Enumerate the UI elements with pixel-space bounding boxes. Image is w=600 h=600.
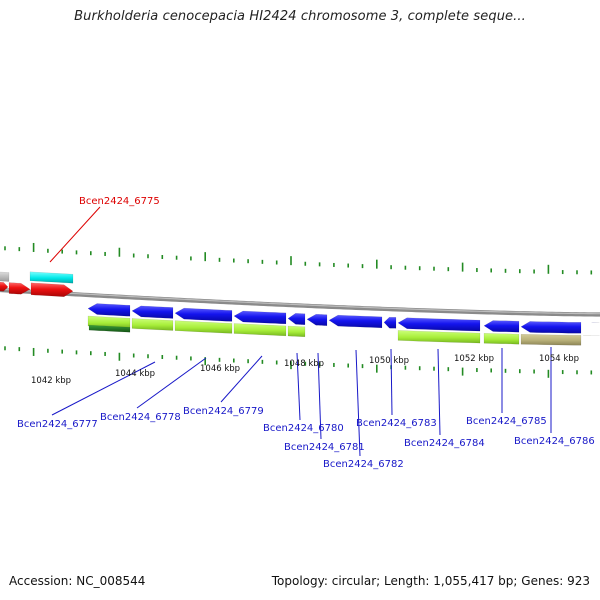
gene-feature-lime (397, 330, 481, 344)
leader-line (317, 352, 322, 440)
accession-value: NC_008544 (76, 574, 146, 588)
length-value: 1,055,417 bp (433, 574, 514, 588)
gene-feature-blue (397, 317, 481, 332)
gene-feature-cyan (29, 271, 74, 284)
accession-info: Accession: NC_008544 (9, 574, 145, 588)
gene-label[interactable]: Bcen2424_6779 (183, 406, 264, 417)
axis-label: 1044 kbp (115, 369, 155, 379)
leader-line-highlighted (49, 206, 101, 263)
length-label: Length: (384, 574, 430, 588)
leader-line (220, 355, 263, 403)
gene-feature-blue (174, 307, 233, 322)
leader-line (355, 349, 361, 457)
gene-labels: Bcen2424_6777 Bcen2424_6778 Bcen2424_677… (17, 406, 595, 470)
axis-label: 1046 kbp (200, 364, 240, 374)
backbone (0, 287, 600, 317)
leader-line (51, 361, 156, 416)
gene-feature-blue (233, 310, 287, 325)
gene-feature-lime (174, 320, 233, 334)
gene-label[interactable]: Bcen2424_6781 (284, 442, 365, 453)
gene-feature-blue (483, 320, 520, 333)
leader-lines (49, 206, 552, 457)
gene-feature-lime (483, 332, 520, 345)
axis-labels: 1042 kbp 1044 kbp 1046 kbp 1048 kbp 1050… (31, 354, 579, 386)
axis-label: 1050 kbp (369, 356, 409, 366)
axis-label: 1048 kbp (284, 359, 324, 369)
gene-feature-blue (306, 313, 328, 326)
gene-feature-red (0, 281, 9, 292)
genes-value: 923 (567, 574, 590, 588)
gene-feature-lime (287, 325, 306, 337)
gene-feature-red (8, 282, 31, 295)
sequence-summary: Topology: circular; Length: 1,055,417 bp… (271, 574, 590, 588)
gene-feature-blue (87, 303, 131, 317)
gene-feature-lime (233, 323, 287, 337)
topology-label: Topology: (271, 574, 328, 588)
gene-feature-lime (131, 318, 174, 331)
axis-label: 1052 kbp (454, 354, 494, 364)
gene-label[interactable]: Bcen2424_6785 (466, 416, 547, 427)
gene-feature-blue (131, 305, 174, 319)
gene-feature-olive (520, 333, 582, 346)
gene-feature-highlighted (30, 282, 74, 297)
feature-track (0, 271, 600, 346)
gene-label[interactable]: Bcen2424_6783 (356, 418, 437, 429)
axis-label: 1042 kbp (31, 376, 71, 386)
gene-feature-blue (287, 313, 306, 325)
map-title: Burkholderia cenocepacia HI2424 chromoso… (74, 9, 526, 24)
tick-track (4, 242, 593, 378)
backbone-line (0, 287, 600, 317)
gene-label-highlighted[interactable]: Bcen2424_6775 (79, 196, 160, 207)
gene-feature-dark-green (88, 324, 131, 333)
gene-label[interactable]: Bcen2424_6786 (514, 436, 595, 447)
gene-label[interactable]: Bcen2424_6784 (404, 438, 485, 449)
backbone-highlight (0, 288, 600, 315)
genes-label: Genes: (521, 574, 564, 588)
gene-feature-blue (520, 321, 582, 334)
gene-label[interactable]: Bcen2424_6780 (263, 423, 344, 434)
accession-label: Accession: (9, 574, 73, 588)
topology-value: circular (331, 574, 377, 588)
gene-label[interactable]: Bcen2424_6782 (323, 459, 404, 470)
axis-label: 1054 kbp (539, 354, 579, 364)
leader-line (296, 352, 301, 421)
gene-feature-blue (328, 314, 383, 329)
leader-line (390, 348, 393, 416)
gene-feature-blue (383, 316, 397, 329)
leader-line (136, 357, 207, 409)
gene-label[interactable]: Bcen2424_6777 (17, 419, 98, 430)
leader-line (437, 348, 441, 436)
gene-feature-grey (0, 271, 10, 282)
gene-label[interactable]: Bcen2424_6778 (100, 412, 181, 423)
